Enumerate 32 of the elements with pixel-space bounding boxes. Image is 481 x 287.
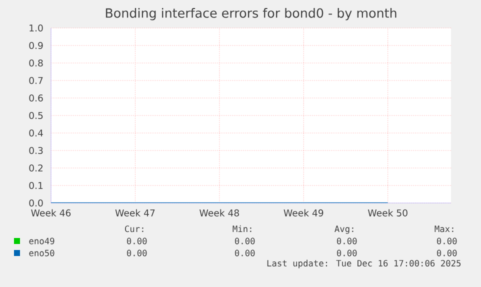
y-tick-label: 0.0 (29, 199, 43, 207)
y-tick-label: 1.0 (30, 24, 43, 32)
x-tick-label: Week 46 (31, 209, 71, 216)
x-tick-label: Week 50 (368, 209, 408, 216)
chart-title: Bonding interface errors for bond0 - by month (106, 8, 396, 20)
y-tick-label: 0.3 (29, 146, 43, 154)
y-tick-label: 0.2 (29, 164, 43, 172)
text: 0.00 (234, 238, 255, 244)
y-tick-label: 0.5 (29, 112, 43, 120)
x-tick-label: Week 47 (115, 209, 155, 216)
text: 0.00 (436, 250, 457, 256)
text: Min: (232, 225, 252, 232)
x-tick-label: Week 49 (284, 209, 324, 216)
y-tick-label: 0.7 (29, 76, 43, 84)
y-tick-label: 0.1 (29, 182, 43, 190)
y-tick-label: 0.4 (29, 129, 43, 137)
text: 0.00 (436, 238, 457, 244)
y-tick-label: 0.8 (29, 59, 43, 67)
text: Cur: (125, 226, 144, 232)
text: Max: (434, 226, 454, 232)
text: 0.00 (234, 250, 255, 256)
text: 0.00 (336, 238, 357, 244)
text: 0.00 (336, 250, 357, 256)
y-tick-label: 0.6 (29, 94, 43, 102)
text: Last update: Tue Dec 16 17:00:06 2025 (267, 260, 461, 268)
text: 0.00 (126, 238, 147, 244)
legend-label: eno50 (29, 250, 54, 256)
text: Avg: (334, 226, 354, 234)
x-tick-label: Week 48 (200, 209, 239, 216)
legend-label: eno49 (29, 238, 54, 244)
text: 0.00 (126, 250, 147, 256)
y-tick-label: 0.9 (29, 42, 43, 50)
